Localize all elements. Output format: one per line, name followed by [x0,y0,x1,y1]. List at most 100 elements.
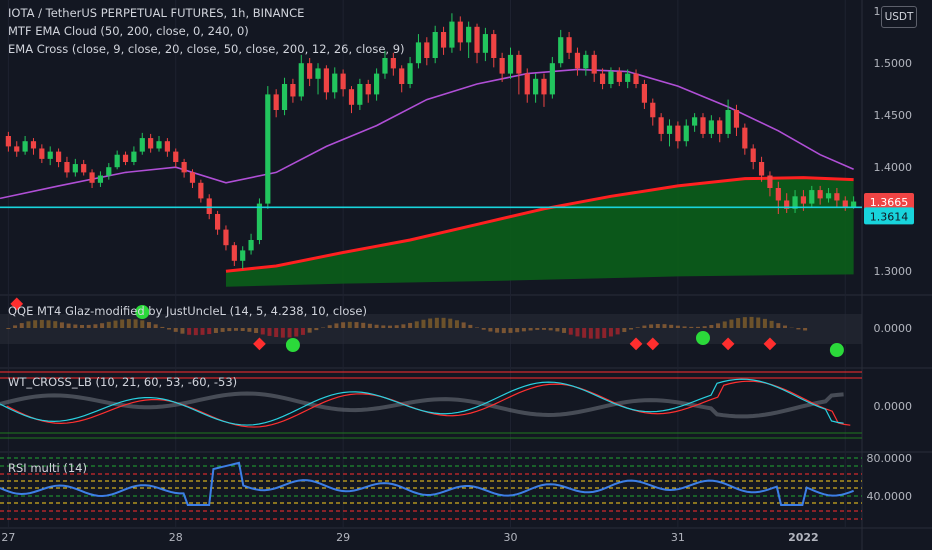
qqe-bar [126,319,131,328]
candle [507,47,514,79]
candle [323,65,329,100]
candle-body [97,175,104,183]
qqe-bar [153,324,158,328]
qqe-bar [588,328,593,339]
qqe-bar [341,322,346,328]
price-tick-label: 1.4500 [874,109,913,122]
candle-body [131,151,137,162]
qqe-bar [702,326,707,328]
qqe-bar [749,316,754,328]
candle-body [708,120,714,134]
candle-body [307,63,313,79]
candle [516,50,522,95]
candle [792,190,798,213]
candle-body [817,190,823,199]
candle-body [5,136,11,147]
indicator-mtf-ema-cloud[interactable]: MTF EMA Cloud (50, 200, close, 0, 240, 0… [8,24,249,38]
candle [767,171,773,197]
qqe-bar [381,325,386,328]
qqe-bar [80,324,85,328]
qqe-bar [367,323,372,328]
currency-button[interactable]: USDT [881,6,917,28]
candle-body [281,84,288,110]
candle-body [558,37,564,64]
qqe-bar [803,328,808,331]
candle [214,210,221,235]
candle-body [64,162,70,173]
qqe-bar [454,320,459,328]
qqe-bar [655,324,660,328]
candle-body [181,162,187,173]
candle-body [214,214,221,230]
candle-body [717,120,723,134]
time-tick-label: 31 [671,531,685,544]
symbol-title[interactable]: IOTA / TetherUS PERPETUAL FUTURES, 1h, B… [8,6,305,20]
candle-body [641,84,648,103]
candle [725,99,731,139]
qqe-bar [327,325,332,328]
candle [273,89,279,118]
candle [240,246,246,270]
candle [390,52,396,76]
qqe-bar [387,325,392,328]
indicator-ema-cross[interactable]: EMA Cross (close, 9, close, 20, close, 5… [8,42,405,56]
qqe-bar [468,324,473,328]
qqe-bar [448,318,453,328]
candle-body [106,167,112,176]
candle [131,146,137,166]
qqe-bar [247,328,252,332]
qqe-bar [682,326,687,328]
candle [692,113,698,132]
candle-body [633,73,639,84]
candle [440,26,447,55]
candle-body [457,21,463,43]
time-axis[interactable]: 27 28 29 30 31 2022 [1,531,818,544]
candle-body [650,102,656,118]
candle [457,16,463,51]
candle-body [72,164,78,173]
qqe-bar [394,325,399,328]
candle [148,133,154,153]
qqe-bar [414,321,419,328]
candle-body [608,71,614,84]
candle-body [55,151,62,162]
candle [666,119,673,147]
hline-price-tag [864,207,914,225]
candle-body [114,154,120,168]
candle [357,78,363,110]
qqe-bar [622,328,627,333]
qqe-bar [160,326,165,328]
qqe-bar [722,321,727,328]
candle [348,86,355,114]
wt-cross-pane-label[interactable]: WT_CROSS_LB (10, 21, 60, 53, -60, -53) [8,375,238,389]
candle [5,131,11,152]
qqe-bar [441,317,446,328]
qqe-bar [200,328,205,335]
qqe-bar [254,328,259,334]
candle [809,185,815,207]
candle-body [583,54,589,69]
qqe-bar [555,328,560,332]
candle-body [466,26,472,43]
candle-body [206,198,212,214]
candle-body [164,141,170,152]
candle-body [223,229,229,246]
candle [733,104,740,136]
rsi-tick-label: 40.0000 [867,490,913,503]
qqe-bar [475,327,480,328]
candle-body [265,94,271,204]
candle [432,25,438,64]
candle [106,163,112,180]
rsi-pane-label[interactable]: RSI multi (14) [8,461,87,475]
candle [97,171,104,187]
qqe-bar [709,325,714,328]
qqe-bar [675,325,680,328]
qqe-bar [180,328,185,334]
qqe-pane-label[interactable]: QQE MT4 Glaz-modified by JustUncleL (14,… [8,304,367,318]
qqe-bar [508,328,513,333]
indicator-panes [0,297,862,520]
wt-line [0,378,844,426]
qqe-bar [548,328,553,331]
candle-body [30,141,37,149]
